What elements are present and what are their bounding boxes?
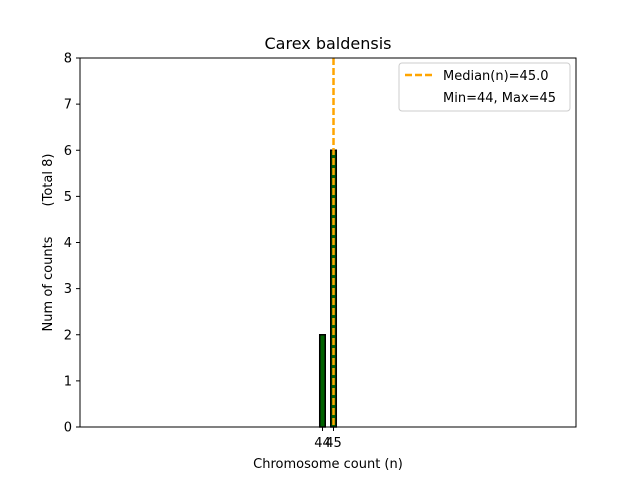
y-axis-label: Num of counts [41,236,56,331]
x-axis-label: Chromosome count (n) [253,457,403,472]
y-tick-label-5: 5 [64,190,72,205]
x-tick-label-44: 44 [314,436,331,451]
y-axis: 0 1 2 3 4 5 6 7 8 [64,52,80,436]
y-tick-label-2: 2 [64,328,72,343]
y-tick-label-8: 8 [64,52,72,67]
plot-area [79,57,577,428]
chart-title: Carex baldensis [265,34,392,53]
legend-minmax-label: Min=44, Max=45 [443,91,556,106]
bar-44 [318,334,326,428]
y-tick-label-4: 4 [64,236,72,251]
plot-background [80,58,576,427]
legend-median-label: Median(n)=45.0 [443,69,549,84]
legend: Median(n)=45.0 Min=44, Max=45 [398,62,571,112]
x-tick-label-45: 45 [325,436,342,451]
y-tick-label-3: 3 [64,282,72,297]
y-tick-label-0: 0 [64,421,72,436]
y-axis-total-label: (Total 8) [41,154,56,207]
legend-box [398,62,571,112]
y-tick-label-1: 1 [64,374,72,389]
y-tick-label-7: 7 [64,98,72,113]
y-tick-label-6: 6 [64,144,72,159]
